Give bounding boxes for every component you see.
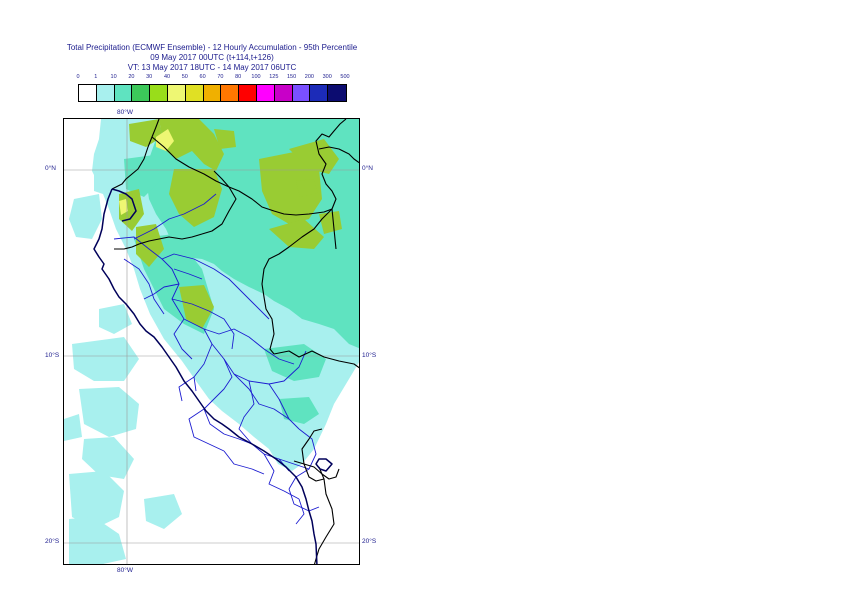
lat-label-left-0: 0°N: [45, 165, 56, 172]
legend-swatch: [150, 85, 168, 101]
legend-swatch: [185, 85, 204, 101]
legend-swatch: [328, 85, 346, 101]
legend-tick: 200: [304, 74, 314, 80]
lat-label-left-10s: 10°S: [45, 352, 60, 359]
legend-tick: 1: [94, 74, 98, 80]
legend-color-bar: [78, 84, 347, 102]
map-title: Total Precipitation (ECMWF Ensemble) - 1…: [0, 43, 424, 73]
legend-swatch: [96, 85, 115, 101]
legend-tick: 0: [76, 74, 80, 80]
legend-tick: 80: [235, 74, 242, 80]
legend-swatch: [292, 85, 311, 101]
legend-swatch: [239, 85, 257, 101]
graticule: [64, 119, 359, 564]
legend-swatch: [132, 85, 151, 101]
map-panel: [63, 118, 360, 565]
legend-swatch: [203, 85, 222, 101]
lon-label-bottom: 80°W: [117, 567, 133, 574]
legend-tick: 20: [128, 74, 135, 80]
title-line-2: 09 May 2017 00UTC (t+114,t+126): [150, 53, 274, 62]
legend-swatch: [256, 85, 275, 101]
rain-heavy-layer: [119, 119, 342, 329]
legend-tick: 125: [269, 74, 279, 80]
legend-swatch: [221, 85, 240, 101]
legend-tick: 10: [110, 74, 117, 80]
legend-tick: 70: [217, 74, 224, 80]
region-boundaries: [113, 193, 320, 525]
legend-tick: 300: [322, 74, 332, 80]
legend-swatch: [79, 85, 97, 101]
legend-swatch: [310, 85, 329, 101]
legend-swatch: [114, 85, 133, 101]
title-line-3: VT: 13 May 2017 18UTC - 14 May 2017 06UT…: [127, 63, 297, 72]
rain-peak-layer: [119, 129, 174, 215]
legend-tick: 500: [340, 74, 350, 80]
country-borders: [111, 119, 359, 564]
legend-tick: 50: [181, 74, 188, 80]
lat-label-right-10s: 10°S: [362, 352, 377, 359]
legend-tick: 40: [163, 74, 171, 80]
lon-label-top: 80°W: [117, 109, 133, 116]
coastline: [93, 188, 333, 564]
legend-tick: 60: [199, 74, 206, 80]
legend-swatch: [167, 85, 186, 101]
legend-swatch: [274, 85, 293, 101]
lat-label-right-0: 0°N: [362, 165, 373, 172]
precipitation-map: [64, 119, 359, 564]
legend-tick: 150: [287, 74, 297, 80]
lat-label-left-20s: 20°S: [45, 538, 60, 545]
title-line-1: Total Precipitation (ECMWF Ensemble) - 1…: [66, 43, 358, 52]
legend-tick: 30: [146, 74, 153, 80]
legend-ticks: 0 1 10 20 30 40 50 60 70 80 100 125 150 …: [76, 74, 358, 84]
lat-label-right-20s: 20°S: [362, 538, 377, 545]
legend-tick: 100: [251, 74, 261, 80]
